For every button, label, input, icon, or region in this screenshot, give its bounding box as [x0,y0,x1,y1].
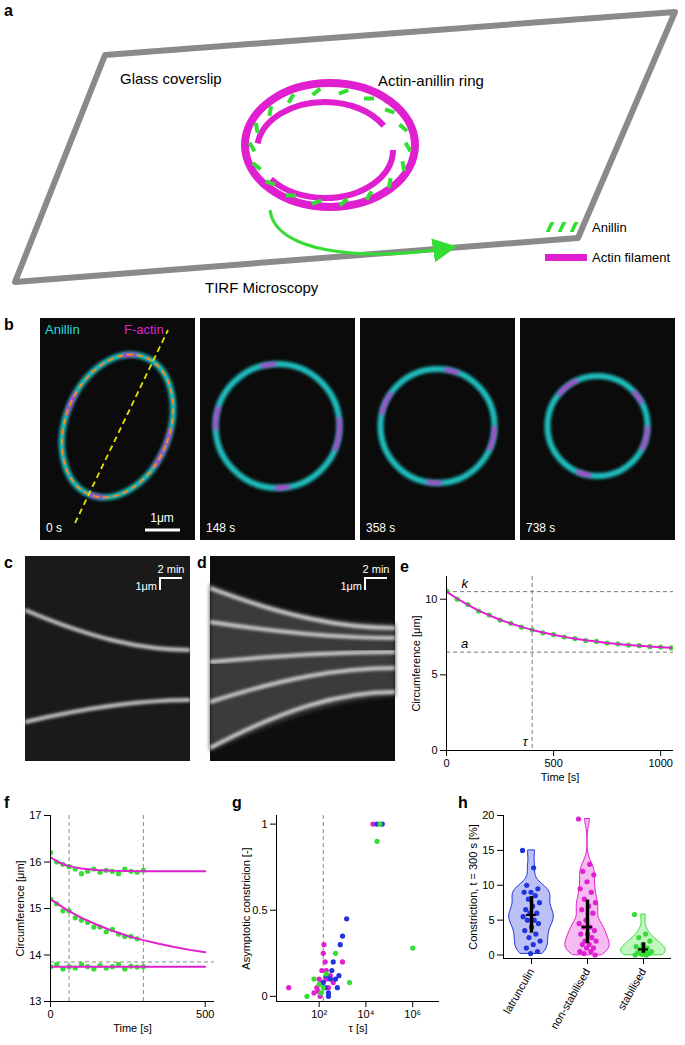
svg-text:stabilised: stabilised [615,966,648,1012]
svg-text:358 s: 358 s [366,521,395,535]
svg-text:d: d [197,554,207,571]
svg-text:15: 15 [482,844,494,856]
svg-text:Actin-anillin ring: Actin-anillin ring [378,72,484,89]
svg-text:15: 15 [29,902,41,914]
svg-text:10: 10 [425,593,437,605]
svg-text:2 min: 2 min [363,563,390,575]
svg-text:1000: 1000 [648,757,672,769]
svg-text:h: h [458,794,468,811]
svg-text:Time [s]: Time [s] [113,1022,152,1034]
svg-text:c: c [4,554,13,571]
svg-text:0: 0 [488,949,494,961]
svg-text:b: b [4,316,14,333]
svg-text:10⁴: 10⁴ [357,1008,374,1020]
svg-text:0.5: 0.5 [252,904,267,916]
svg-text:1μm: 1μm [340,580,362,592]
svg-text:0: 0 [47,1008,53,1020]
svg-text:10²: 10² [311,1008,327,1020]
svg-text:2 min: 2 min [158,563,185,575]
svg-text:Circumference [μm]: Circumference [μm] [14,860,26,956]
svg-text:10⁶: 10⁶ [404,1008,421,1020]
svg-text:Time [s]: Time [s] [541,771,580,783]
svg-text:0: 0 [431,744,437,756]
svg-text:10: 10 [482,879,494,891]
svg-text:F-actin: F-actin [124,322,164,337]
svg-text:Anillin: Anillin [592,220,627,235]
svg-text:17: 17 [29,809,41,821]
svg-text:14: 14 [29,949,41,961]
svg-text:500: 500 [544,757,562,769]
svg-text:20: 20 [482,809,494,821]
svg-text:Constriction, t = 300 s [%]: Constriction, t = 300 s [%] [467,824,479,950]
svg-text:500: 500 [196,1008,214,1020]
svg-text:Actin filament: Actin filament [592,250,670,265]
svg-text:TIRF Microscopy: TIRF Microscopy [205,279,319,296]
svg-text:g: g [232,794,242,811]
svg-text:1: 1 [261,818,267,830]
svg-text:f: f [4,794,10,811]
svg-text:16: 16 [29,856,41,868]
svg-text:non-stabilised: non-stabilised [548,966,592,1031]
svg-text:τ [s]: τ [s] [348,1022,367,1034]
svg-text:Glass coverslip: Glass coverslip [120,70,222,87]
svg-text:0: 0 [443,757,449,769]
svg-text:1μm: 1μm [150,511,174,525]
svg-text:Circumference [μm]: Circumference [μm] [410,615,422,711]
svg-text:a: a [4,2,13,19]
svg-text:148 s: 148 s [206,521,235,535]
svg-text:Anillin: Anillin [45,322,80,337]
svg-text:k: k [461,576,469,591]
svg-text:τ: τ [523,734,529,749]
svg-text:0 s: 0 s [46,521,62,535]
svg-text:e: e [400,558,409,575]
svg-text:738 s: 738 s [526,521,555,535]
svg-text:latrunculin: latrunculin [501,966,536,1015]
svg-text:1μm: 1μm [135,580,157,592]
svg-text:5: 5 [431,668,437,680]
svg-text:Asymptotic constricion [-]: Asymptotic constricion [-] [240,847,252,969]
svg-text:13: 13 [29,995,41,1007]
svg-text:5: 5 [488,914,494,926]
svg-text:a: a [461,636,468,651]
svg-text:0: 0 [261,990,267,1002]
